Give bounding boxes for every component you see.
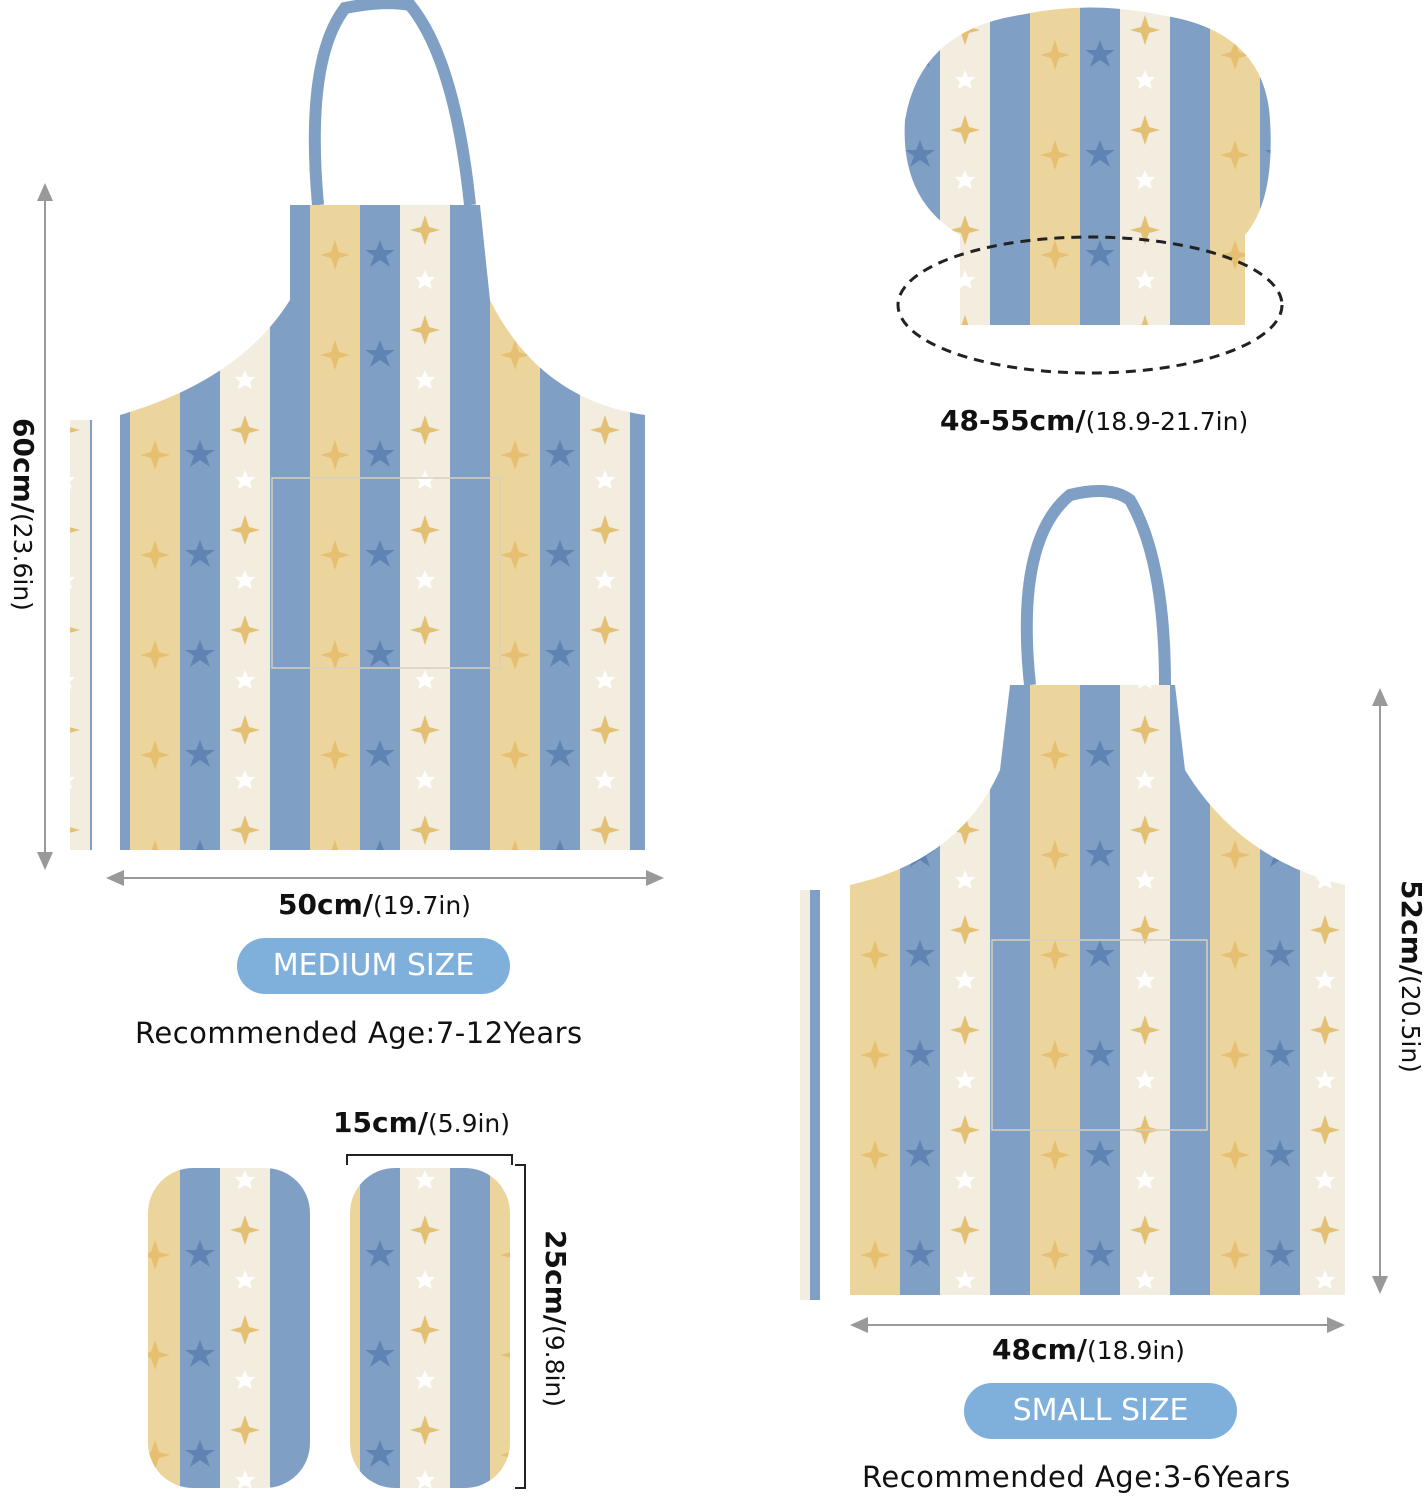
hat-circ-cm: 48-55cm/ xyxy=(940,404,1086,437)
hat-circumference-label: 48-55cm/(18.9-21.7in) xyxy=(940,404,1248,437)
small-width-cm: 48cm/ xyxy=(992,1333,1087,1366)
small-size-badge: SMALL SIZE xyxy=(964,1383,1237,1439)
sleeve-height-bracket xyxy=(515,1164,526,1489)
small-age: Recommended Age:3-6Years xyxy=(862,1460,1291,1494)
small-height-label: 52cm/(20.5in) xyxy=(1395,880,1428,1073)
sleeve-left xyxy=(148,1168,310,1488)
medium-age: Recommended Age:7-12Years xyxy=(135,1016,583,1050)
chef-hat xyxy=(896,7,1284,375)
medium-width-in: (19.7in) xyxy=(372,891,471,920)
medium-width-label: 50cm/(19.7in) xyxy=(278,888,471,921)
sleeve-height-cm: 25cm/ xyxy=(539,1230,572,1325)
sleeve-width-in: (5.9in) xyxy=(427,1109,511,1138)
hat-circ-in: (18.9-21.7in) xyxy=(1085,407,1249,436)
small-width-label: 48cm/(18.9in) xyxy=(992,1333,1185,1366)
sleeve-width-label: 15cm/(5.9in) xyxy=(333,1106,510,1139)
sleeve-width-cm: 15cm/ xyxy=(333,1106,428,1139)
medium-height-cm: 60cm/ xyxy=(7,418,40,513)
sleeve-height-label: 25cm/(9.8in) xyxy=(539,1230,572,1407)
small-apron xyxy=(800,485,1345,1300)
sleeve-height-in: (9.8in) xyxy=(540,1324,569,1408)
small-height-cm: 52cm/ xyxy=(1395,880,1428,975)
sleeve-width-bracket xyxy=(346,1154,513,1165)
medium-height-label: 60cm/(23.6in) xyxy=(7,418,40,611)
medium-apron xyxy=(70,0,645,850)
medium-height-in: (23.6in) xyxy=(8,512,37,611)
small-height-in: (20.5in) xyxy=(1396,974,1425,1073)
medium-width-cm: 50cm/ xyxy=(278,888,373,921)
sleeve-right xyxy=(350,1168,510,1488)
small-width-in: (18.9in) xyxy=(1086,1336,1185,1365)
medium-size-badge: MEDIUM SIZE xyxy=(237,938,510,994)
